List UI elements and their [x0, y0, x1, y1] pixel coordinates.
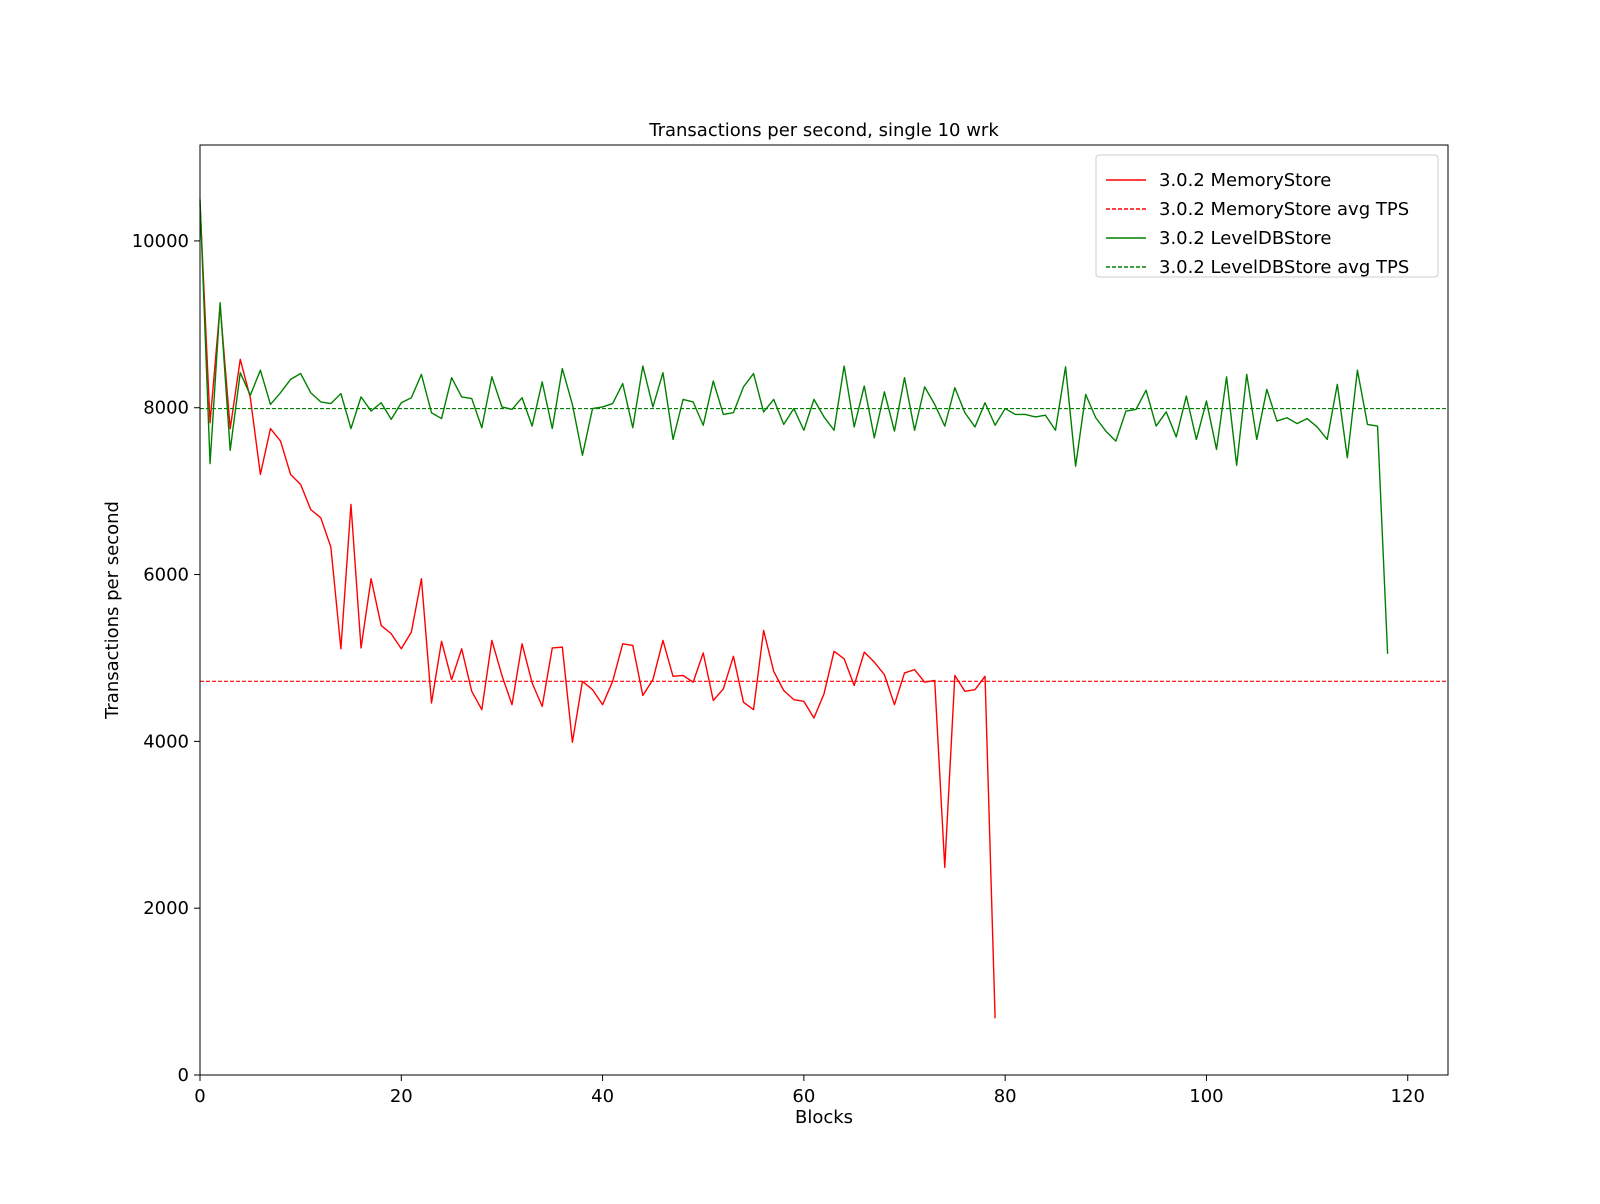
plot-area — [200, 145, 1448, 1075]
legend-label: 3.0.2 LevelDBStore avg TPS — [1159, 257, 1409, 278]
ticks-layer: 0 20 40 60 80 100 120 0 2000 4000 6000 8000 10000 — [132, 231, 1425, 1107]
plot-frame — [199, 144, 1449, 1076]
y-tick-label: 6000 — [143, 565, 189, 586]
legend-label: 3.0.2 MemoryStore — [1159, 170, 1331, 191]
x-tick-label: 20 — [390, 1086, 413, 1107]
x-tick-label: 40 — [591, 1086, 614, 1107]
legend-box — [1095, 154, 1439, 278]
y-tick-label: 8000 — [143, 398, 189, 419]
y-tick-label: 4000 — [143, 731, 189, 752]
y-tick-label: 2000 — [143, 898, 189, 919]
x-tick-label: 0 — [194, 1086, 205, 1107]
chart-title: Transactions per second, single 10 wrk — [648, 120, 999, 141]
x-tick-label: 100 — [1189, 1086, 1223, 1107]
x-tick-label: 80 — [994, 1086, 1017, 1107]
series-layer — [199, 199, 1448, 1019]
series-0-line — [199, 203, 996, 1019]
x-tick-label: 60 — [792, 1086, 815, 1107]
legend: 3.0.2 MemoryStore 3.0.2 MemoryStore avg T… — [1095, 154, 1439, 278]
x-tick-label: 120 — [1391, 1086, 1425, 1107]
series-2-line — [199, 199, 1389, 654]
y-axis-label: Transactions per second — [102, 501, 123, 720]
y-tick-label: 10000 — [132, 231, 189, 252]
legend-label: 3.0.2 MemoryStore avg TPS — [1159, 199, 1409, 220]
legend-label: 3.0.2 LevelDBStore — [1159, 228, 1332, 249]
x-axis-label: Blocks — [795, 1107, 853, 1128]
y-tick-label: 0 — [178, 1065, 189, 1086]
